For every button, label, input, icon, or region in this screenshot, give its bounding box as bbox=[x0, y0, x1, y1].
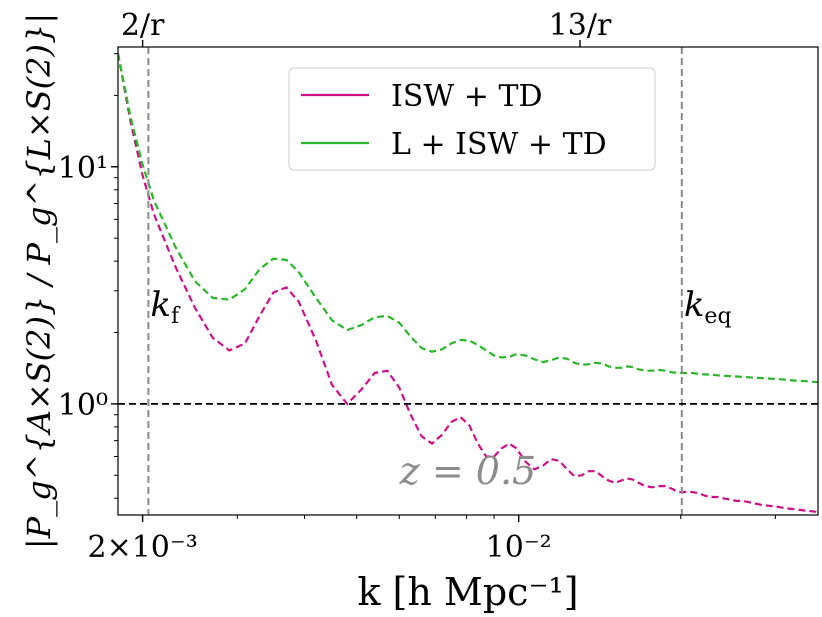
vline-label-f: kf bbox=[150, 285, 181, 329]
y-axis-label: |P_g^{A×S(2)} / P_g^{L×S(2)}| bbox=[20, 13, 58, 549]
top-tick-label-2: 13/r bbox=[549, 8, 612, 43]
series-layer bbox=[118, 53, 818, 514]
top-tick-label-1: 2/r bbox=[121, 8, 165, 43]
legend-label-1: ISW + TD bbox=[391, 79, 543, 114]
y-tick-label-2: 10¹ bbox=[58, 151, 108, 186]
vline-label-eq: keq bbox=[684, 285, 732, 329]
series-line-1 bbox=[118, 53, 818, 514]
legend: ISW + TD L + ISW + TD bbox=[288, 67, 656, 171]
plot-frame bbox=[117, 46, 819, 516]
x-tick-label-1: 2×10⁻³ bbox=[87, 530, 197, 565]
series-line-2 bbox=[118, 53, 818, 384]
y-tick-label-1: 10⁰ bbox=[58, 388, 108, 423]
axes-layer bbox=[111, 40, 819, 522]
guides-layer bbox=[118, 47, 818, 515]
legend-label-2: L + ISW + TD bbox=[391, 127, 607, 162]
x-tick-label-2: 10⁻² bbox=[486, 530, 552, 565]
x-axis-label: k [h Mpc⁻¹] bbox=[357, 570, 578, 614]
redshift-annotation: z = 0.5 bbox=[399, 449, 536, 493]
legend-box bbox=[288, 67, 656, 171]
